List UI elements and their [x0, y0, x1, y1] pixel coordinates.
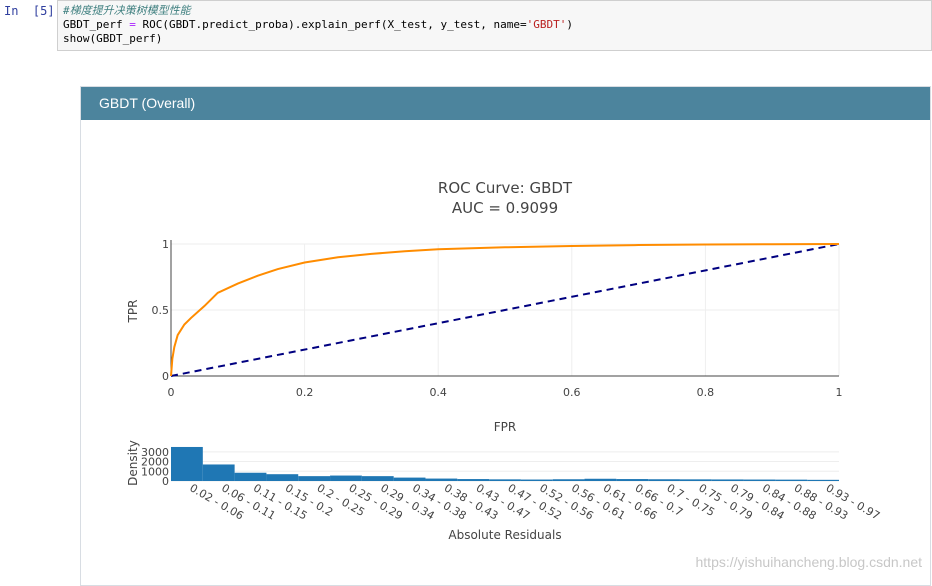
hist-bar	[648, 479, 680, 481]
hist-xlabel: Absolute Residuals	[448, 528, 561, 542]
hist-bar	[552, 479, 585, 481]
code-line2-op: =	[129, 18, 136, 31]
hist-y-tick-label: 0	[162, 475, 169, 488]
hist-bar	[520, 479, 553, 481]
hist-bar	[679, 479, 712, 481]
hist-bar	[616, 479, 649, 481]
hist-y-tick-label: 2000	[141, 456, 169, 469]
hist-bar	[330, 475, 362, 481]
roc-x-tick-label: 0.6	[563, 386, 581, 399]
panel-title: GBDT (Overall)	[81, 87, 930, 120]
hist-bar	[711, 479, 744, 481]
code-line-2: GBDT_perf = ROC(GBDT.predict_proba).expl…	[63, 18, 926, 32]
roc-ticks: 0 0.2 0.4 0.6 0.8 1 0 0.5 1	[152, 238, 843, 399]
code-line-3: show(GBDT_perf)	[63, 32, 163, 45]
hist-bar	[425, 478, 458, 481]
code-line2-str: 'GBDT'	[526, 18, 567, 31]
hist-bar	[171, 446, 203, 481]
roc-title-line1: ROC Curve: GBDT	[438, 179, 573, 197]
code-line2-mid: ROC(GBDT.predict_proba).explain_perf(X_t…	[135, 18, 527, 31]
watermark: https://yishuihancheng.blog.csdn.net	[695, 554, 923, 570]
roc-x-tick-label: 1	[836, 386, 843, 399]
code-line2-pre: GBDT_perf	[63, 18, 130, 31]
hist-bar	[489, 479, 521, 481]
roc-xlabel: FPR	[494, 420, 516, 434]
roc-title-line2: AUC = 0.9099	[452, 199, 558, 217]
hist-bars	[171, 446, 839, 481]
roc-x-tick-label: 0.8	[697, 386, 715, 399]
hist-bar	[457, 479, 490, 481]
roc-x-tick-label: 0.4	[429, 386, 447, 399]
roc-diagonal-line	[170, 243, 840, 377]
roc-y-tick-label: 1	[162, 238, 169, 251]
roc-y-tick-label: 0.5	[152, 304, 170, 317]
roc-y-tick-label: 0	[162, 370, 169, 383]
hist-ylabel: Density	[126, 440, 140, 486]
output-panel: GBDT (Overall)	[80, 86, 931, 586]
roc-curve-line	[170, 243, 840, 377]
hist-bar	[393, 477, 426, 481]
hist-bar	[202, 464, 235, 481]
cell-prompt: In [5]:	[4, 4, 62, 18]
hist-bar	[584, 478, 617, 481]
code-comment: #梯度提升决策树模型性能	[63, 4, 191, 17]
hist-y-tick-label: 1000	[141, 465, 169, 478]
hist-y-tick-label: 3000	[141, 446, 169, 459]
roc-ylabel: TPR	[126, 300, 140, 324]
code-line2-post: )	[566, 18, 573, 31]
roc-x-tick-label: 0.2	[296, 386, 314, 399]
roc-marks	[170, 243, 840, 377]
hist-bar	[807, 479, 839, 481]
hist-bar	[298, 476, 331, 481]
hist-bar	[266, 474, 299, 481]
hist-bar	[234, 472, 267, 481]
code-cell[interactable]: #梯度提升决策树模型性能 GBDT_perf = ROC(GBDT.predic…	[57, 0, 932, 51]
hist-bar	[775, 479, 808, 481]
roc-x-tick-label: 0	[168, 386, 175, 399]
hist-bar	[361, 476, 394, 481]
hist-bar	[743, 479, 776, 481]
code-line-1: #梯度提升决策树模型性能	[63, 4, 926, 18]
